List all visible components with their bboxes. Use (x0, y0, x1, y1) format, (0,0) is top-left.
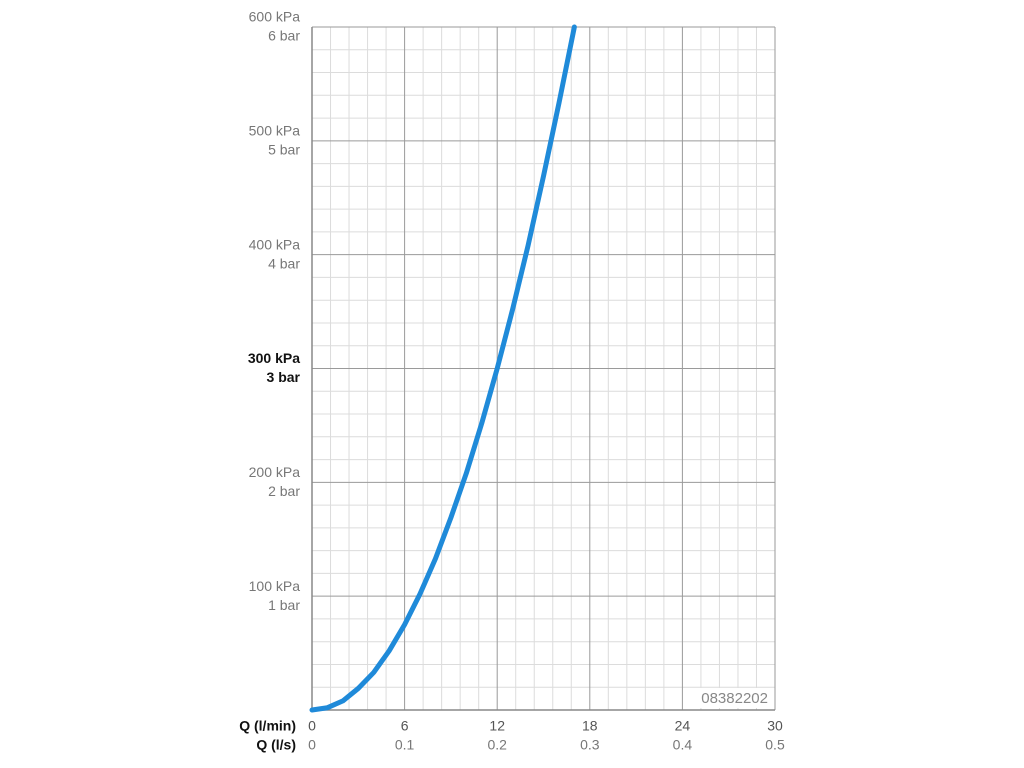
x-axis-label: Q (l/min) (239, 718, 296, 734)
x2-tick-label: 0.5 (765, 737, 785, 753)
x-tick-label: 12 (489, 718, 505, 734)
y2-tick-label: 6 bar (268, 28, 300, 44)
annotation: 08382202 (701, 690, 768, 707)
labels: 0 6 12 18 24 30 0 0.1 0.2 0.3 0.4 0.5 100 kPa 200 kPa… (248, 9, 785, 753)
x-tick-label: 24 (675, 718, 691, 734)
y2-tick-label: 4 bar (268, 255, 300, 271)
y2-tick-label: 2 bar (268, 483, 300, 499)
x2-tick-label: 0.2 (487, 737, 507, 753)
y-tick-label: 500 kPa (249, 123, 301, 139)
y-tick-label: 200 kPa (249, 464, 301, 480)
x2-tick-label: 0.1 (395, 737, 415, 753)
x2-tick-label: 0.3 (580, 737, 600, 753)
y-tick-label: 600 kPa (249, 9, 301, 25)
x-tick-label: 0 (308, 718, 316, 734)
x-tick-label: 18 (582, 718, 598, 734)
grid (311, 26, 776, 711)
y2-tick-label: 3 bar (267, 369, 301, 385)
y-tick-label: 400 kPa (249, 236, 301, 252)
y2-tick-label: 1 bar (268, 597, 300, 613)
y2-tick-label: 5 bar (268, 142, 300, 158)
x2-tick-label: 0 (308, 737, 316, 753)
curve (309, 24, 577, 713)
x2-tick-label: 0.4 (673, 737, 693, 753)
y-tick-label: 300 kPa (248, 350, 300, 366)
y-tick-label: 100 kPa (249, 578, 301, 594)
x2-axis-label: Q (l/s) (256, 737, 296, 753)
x-tick-label: 30 (767, 718, 783, 734)
annotation-box (696, 688, 772, 708)
x-tick-label: 6 (401, 718, 409, 734)
